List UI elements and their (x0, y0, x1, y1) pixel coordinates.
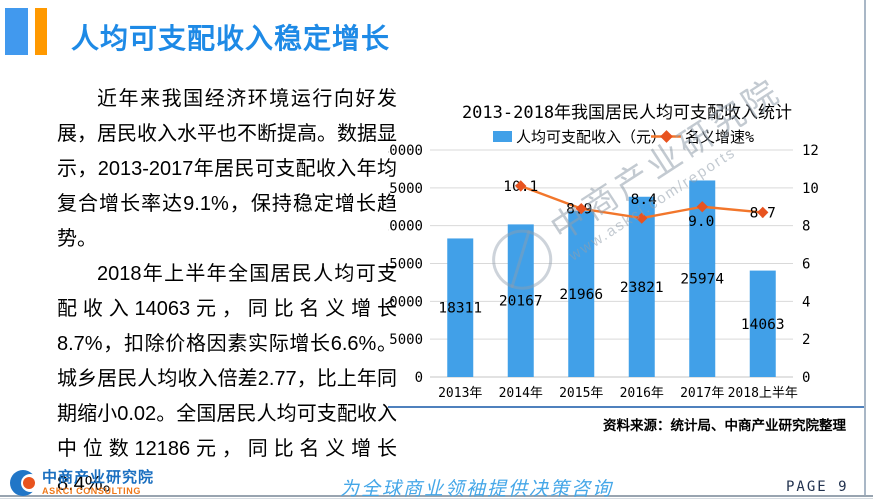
x-axis-label: 2013年 (438, 386, 482, 401)
logo-title: 中商产业研究院 (42, 469, 155, 486)
x-axis-label: 2016年 (620, 386, 664, 401)
line-value-label: 8.4 (631, 192, 657, 208)
bar-value-label: 14063 (741, 317, 785, 333)
left-axis-tick: 30000 (388, 143, 423, 159)
bar-value-label: 23821 (620, 280, 664, 296)
footer-divider (0, 495, 873, 497)
x-axis-label: 2018上半年 (728, 386, 798, 401)
right-axis-tick: 10 (802, 181, 819, 197)
slide-right-border (864, 0, 866, 497)
header-accent-orange (35, 8, 47, 55)
askci-logo-icon (10, 470, 40, 496)
left-axis-tick: 20000 (388, 219, 423, 235)
right-axis-tick: 0 (802, 370, 810, 386)
page-title: 人均可支配收入稳定增长 (71, 23, 391, 54)
left-axis-tick: 15000 (388, 257, 423, 273)
page-number: PAGE 9 (786, 479, 849, 495)
bar (628, 196, 655, 377)
company-logo: 中商产业研究院 ASKCI CONSULTING (10, 470, 154, 496)
income-chart: 0 5000 10000 15000 20000 25000 30000 0 2 4 6 8 10 12 2… (388, 92, 866, 408)
chart-title: 2013-2018年我国居民人均可支配收入统计 (462, 103, 792, 123)
line-value-label: 9.0 (688, 214, 714, 230)
body-text-column: 近年来我国经济环境运行向好发展，居民收入水平也不断提高。数据显示，2013-20… (57, 82, 397, 502)
bar (568, 210, 595, 377)
footer-slogan: 为全球商业领袖提供决策咨询 (340, 478, 614, 500)
paragraph-1: 近年来我国经济环境运行向好发展，居民收入水平也不断提高。数据显示，2013-20… (57, 88, 397, 250)
bar (507, 224, 534, 377)
x-axis-label: 2015年 (559, 386, 603, 401)
x-axis-label: 2017年 (680, 386, 724, 401)
bar-value-label: 21966 (559, 287, 603, 303)
left-axis-tick: 0 (415, 370, 423, 386)
line-marker-icon (636, 212, 648, 224)
legend-bar-label: 人均可支配收入（元） (516, 128, 666, 146)
bar-value-label: 20167 (499, 294, 543, 310)
left-axis-tick: 10000 (388, 294, 423, 310)
right-axis-tick: 12 (802, 143, 819, 159)
income-chart-svg: 0 5000 10000 15000 20000 25000 30000 0 2 4 6 8 10 12 2… (388, 103, 819, 401)
bar (447, 238, 474, 377)
bar (689, 180, 716, 377)
left-axis-tick: 25000 (388, 181, 423, 197)
logo-subtitle: ASKCI CONSULTING (42, 486, 141, 496)
header-accent-blue (5, 8, 28, 55)
bar-value-label: 18311 (438, 301, 482, 317)
source-note: 资料来源：统计局、中商产业研究院整理 (603, 418, 846, 434)
paragraph-2: 2018年上半年全国居民人均可支配收入14063元，同比名义增长8.7%，扣除价… (57, 263, 397, 495)
footer-divider-light (0, 498, 873, 499)
right-axis-tick: 8 (802, 219, 810, 235)
bar (749, 270, 776, 377)
line-marker-icon (575, 202, 587, 215)
left-axis-tick: 5000 (389, 332, 423, 348)
x-axis-label: 2014年 (499, 386, 543, 401)
legend-line-label: 名义增速% (685, 128, 754, 146)
right-axis-tick: 6 (802, 257, 810, 273)
legend-bar-swatch (493, 131, 512, 142)
bar-value-label: 25974 (680, 272, 724, 288)
right-axis-tick: 2 (802, 332, 810, 348)
right-axis-tick: 4 (802, 294, 810, 310)
